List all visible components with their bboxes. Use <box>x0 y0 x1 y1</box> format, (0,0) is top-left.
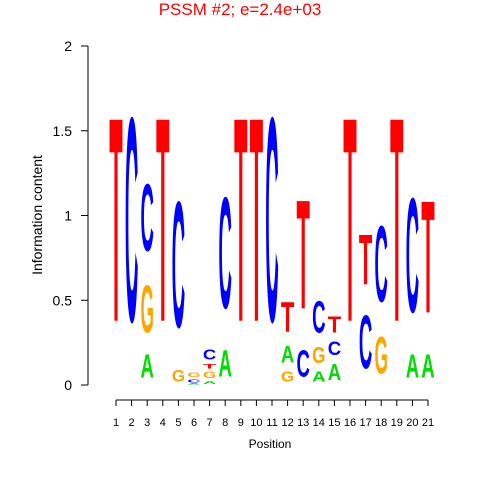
logo-letter: G <box>374 326 387 385</box>
chart-title: PSSM #2; e=2.4e+03 <box>159 0 322 19</box>
logo-letter: T <box>250 57 263 383</box>
y-tick-label: 2 <box>64 38 72 54</box>
logo-letter: C <box>218 164 231 341</box>
logo-letter: T <box>156 57 169 383</box>
logo-letter: T <box>359 221 372 301</box>
y-tick-label: 1 <box>64 208 72 224</box>
logo-letter: G <box>312 344 325 369</box>
logo-letter: T <box>390 57 403 383</box>
x-tick-label: 3 <box>144 417 150 429</box>
logo-letter: T <box>296 167 309 342</box>
x-axis-label: Position <box>249 437 292 451</box>
logo-letter: C <box>406 164 419 347</box>
logo-letter: T <box>328 312 342 337</box>
x-tick-label: 18 <box>375 417 387 429</box>
logo-letter: T <box>109 57 122 383</box>
logo-letter: C <box>203 346 216 363</box>
logo-letter: G <box>187 371 200 378</box>
logo-letter: C <box>374 203 387 326</box>
logo-letter: T <box>234 57 247 383</box>
x-tick-label: 5 <box>175 417 181 429</box>
x-tick-label: 9 <box>238 417 244 429</box>
logo-letter: A <box>187 383 201 385</box>
x-tick-label: 8 <box>222 417 228 429</box>
logo-letter: C <box>187 378 201 383</box>
x-tick-label: 1 <box>113 417 119 429</box>
logo-letter: C <box>296 344 309 386</box>
logo-letter: C <box>125 57 138 383</box>
logo-letter: A <box>203 380 217 385</box>
x-tick-label: 19 <box>391 417 403 429</box>
logo-letter: T <box>203 363 217 370</box>
x-tick-label: 17 <box>359 417 371 429</box>
y-axis-label: Information content <box>29 155 45 275</box>
x-tick-label: 12 <box>281 417 293 429</box>
x-tick-label: 6 <box>191 417 197 429</box>
x-tick-label: 16 <box>344 417 356 429</box>
x-tick-label: 11 <box>266 417 277 429</box>
logo-letter: C <box>312 293 325 343</box>
logo-letter: T <box>343 57 356 383</box>
x-tick-label: 7 <box>207 417 213 429</box>
x-tick-label: 20 <box>406 417 418 429</box>
y-tick-label: 1.5 <box>53 123 73 139</box>
y-tick-label: 0 <box>64 377 72 393</box>
logo-letter: C <box>172 165 185 366</box>
logo-letter: A <box>406 348 419 385</box>
y-tick-label: 0.5 <box>53 292 73 308</box>
x-tick-label: 21 <box>422 417 434 429</box>
logo-letter: G <box>172 367 185 386</box>
logo-letter: A <box>218 344 231 386</box>
x-tick-label: 13 <box>297 417 309 429</box>
logo-letter: T <box>421 168 434 347</box>
logo-letter: C <box>265 57 278 383</box>
x-tick-label: 15 <box>328 417 340 429</box>
logo-letter: C <box>140 164 153 271</box>
logo-letter: A <box>328 360 341 385</box>
logo-letter: A <box>312 368 325 385</box>
logo-letter: G <box>140 271 153 348</box>
x-tick-label: 14 <box>313 417 325 429</box>
logo-letter: A <box>281 340 295 368</box>
logo-letter: G <box>281 369 294 386</box>
logo-letter: T <box>281 294 295 342</box>
x-tick-label: 10 <box>250 417 262 429</box>
logo-letter: C <box>328 339 342 361</box>
x-tick-label: 4 <box>160 417 166 429</box>
logo-letter: A <box>421 348 434 385</box>
x-tick-label: 2 <box>129 417 135 429</box>
logo-letter: A <box>140 348 153 385</box>
logo-letter: C <box>359 300 372 385</box>
logo-letter: G <box>203 370 216 380</box>
